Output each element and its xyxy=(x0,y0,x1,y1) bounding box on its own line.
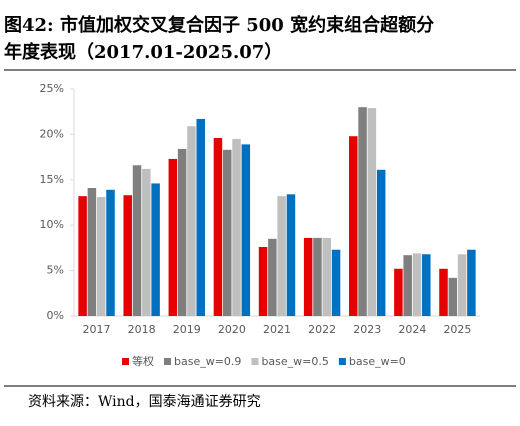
bar xyxy=(277,196,286,316)
bar xyxy=(313,237,322,316)
bar xyxy=(349,136,358,316)
bar xyxy=(187,126,196,316)
bar xyxy=(87,187,97,316)
bar xyxy=(196,118,205,317)
bar xyxy=(322,237,332,316)
legend-label: base_w=0.5 xyxy=(261,355,328,368)
legend-swatch xyxy=(164,358,171,365)
bar xyxy=(241,144,251,316)
x-tick-label: 2023 xyxy=(353,323,381,336)
chart-title: 年度表现（2017.01-2025.07） xyxy=(4,41,282,63)
legend-swatch xyxy=(338,358,346,365)
bar xyxy=(367,108,377,317)
bar xyxy=(258,246,268,316)
legend-label: base_w=0.9 xyxy=(174,355,241,368)
bar xyxy=(403,255,412,316)
x-tick-label: 2019 xyxy=(173,323,201,336)
bar xyxy=(151,183,160,316)
bar xyxy=(331,249,341,316)
y-tick-label: 10% xyxy=(40,218,64,231)
bar xyxy=(412,253,422,316)
x-tick-label: 2018 xyxy=(128,323,156,336)
source: 资料来源：Wind，国泰海通证券研究 xyxy=(28,394,261,410)
bar xyxy=(394,268,403,316)
bar xyxy=(96,197,106,316)
legend-label: base_w=0 xyxy=(349,355,406,368)
y-tick-label: 20% xyxy=(40,127,64,140)
bar xyxy=(177,148,187,316)
x-tick-label: 2025 xyxy=(443,323,471,336)
bar xyxy=(439,268,448,316)
legend-swatch xyxy=(122,358,129,365)
bar xyxy=(286,194,296,316)
bar xyxy=(303,237,313,316)
x-tick-label: 2022 xyxy=(308,323,336,336)
x-tick-label: 2017 xyxy=(83,323,111,336)
bar xyxy=(123,195,132,316)
bar xyxy=(358,107,367,316)
y-tick-label: 15% xyxy=(40,173,64,186)
bar xyxy=(222,149,232,316)
bar xyxy=(232,138,241,316)
bar xyxy=(448,277,458,316)
bar xyxy=(142,168,151,316)
bar xyxy=(213,138,223,316)
bar xyxy=(457,254,467,316)
chart-title: 图42: 市值加权交叉复合因子 500 宽约束组合超额分 xyxy=(4,14,434,36)
bar xyxy=(422,254,431,316)
bar xyxy=(376,169,386,316)
bar xyxy=(467,249,476,316)
y-tick-label: 0% xyxy=(47,309,64,322)
legend-label: 等权 xyxy=(132,354,154,368)
legend-swatch xyxy=(251,358,259,365)
bar xyxy=(106,189,115,316)
bar xyxy=(168,158,178,316)
y-tick-label: 25% xyxy=(40,82,64,95)
bar xyxy=(132,165,142,316)
y-tick-label: 5% xyxy=(47,264,64,277)
x-tick-label: 2024 xyxy=(398,323,426,336)
bar xyxy=(78,196,87,316)
bar xyxy=(268,238,277,316)
x-tick-label: 2021 xyxy=(263,323,291,336)
x-tick-label: 2020 xyxy=(218,323,246,336)
